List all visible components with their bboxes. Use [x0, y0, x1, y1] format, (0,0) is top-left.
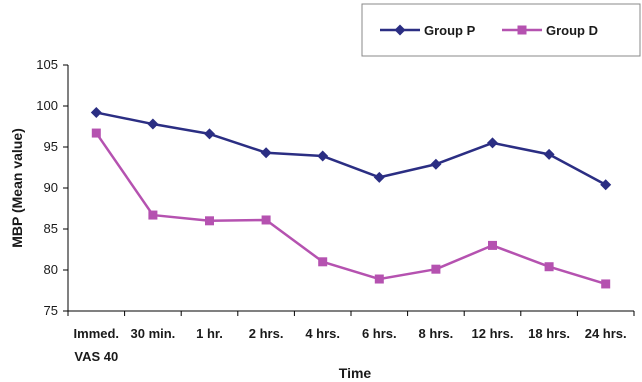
x-axis-title: Time [339, 365, 372, 381]
y-tick-label: 90 [44, 180, 58, 195]
data-point [544, 262, 554, 272]
x-tick-label: 18 hrs. [528, 326, 570, 341]
x-tick-label: 24 hrs. [585, 326, 627, 341]
y-tick-label: 100 [36, 98, 58, 113]
legend-marker [394, 24, 406, 36]
x-tick-label: 4 hrs. [305, 326, 340, 341]
data-point [204, 128, 215, 140]
data-point [90, 107, 102, 119]
data-point [600, 179, 612, 191]
data-point [488, 240, 497, 250]
data-point [601, 279, 611, 289]
x-tick-label: 1 hr. [196, 326, 223, 341]
y-tick-label: 95 [44, 139, 58, 154]
y-axis: 75 80 85 90 95 100 105 [36, 57, 69, 318]
series-layer [90, 107, 612, 289]
data-point [317, 150, 329, 162]
x-axis: Immed. VAS 40 30 min. 1 hr. 2 hrs. 4 hrs. 6 hr… [67, 310, 635, 364]
y-tick-label: 80 [44, 262, 58, 277]
legend-label: Group P [424, 23, 476, 38]
series-0 [90, 107, 612, 191]
data-point [374, 274, 384, 284]
data-point [318, 257, 328, 267]
legend-label: Group D [546, 23, 598, 38]
data-point [431, 264, 441, 274]
data-point [147, 118, 159, 130]
x-tick-label: 12 hrs. [472, 326, 514, 341]
y-tick-label: 75 [44, 303, 58, 318]
y-axis-title: MBP (Mean value) [9, 128, 25, 248]
series-line [96, 111, 607, 186]
series-1 [91, 128, 611, 289]
data-point [148, 210, 158, 220]
data-point [543, 148, 555, 160]
x-tick-label: 30 min. [131, 326, 176, 341]
legend-item: Group P [380, 23, 476, 38]
data-point [430, 158, 442, 170]
data-point [373, 171, 385, 183]
x-tick-label: 8 hrs. [419, 326, 454, 341]
y-tick-label: 105 [36, 57, 58, 72]
legend: Group P Group D [361, 3, 641, 57]
y-tick-label: 85 [44, 221, 58, 236]
legend-item: Group D [502, 23, 598, 38]
x-tick-sublabel: VAS 40 [74, 349, 118, 364]
data-point [260, 147, 272, 159]
legend-marker [517, 25, 527, 35]
data-point [205, 216, 214, 226]
x-tick-label: Immed. [74, 326, 120, 341]
x-tick-label: 2 hrs. [249, 326, 284, 341]
x-tick-label: 6 hrs. [362, 326, 397, 341]
data-point [487, 137, 498, 149]
data-point [261, 215, 271, 225]
data-point [91, 128, 101, 138]
series-line [95, 132, 607, 286]
